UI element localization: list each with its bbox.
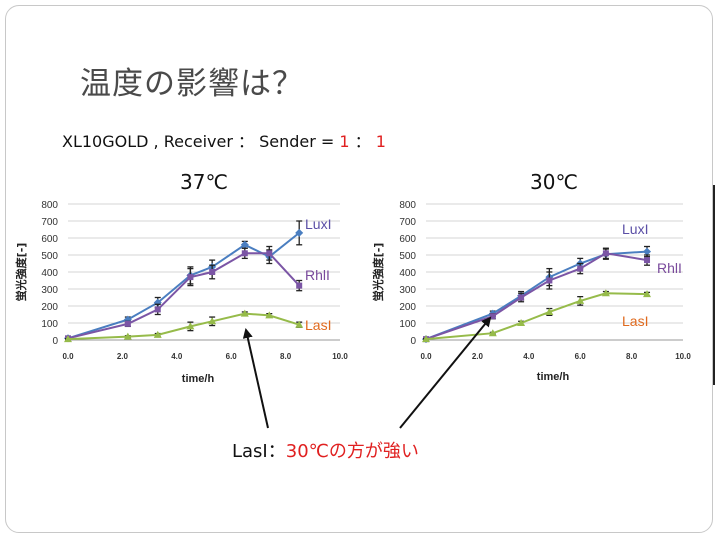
x-axis-label: time/h (182, 373, 215, 385)
chart-30c: 0 100 200 300 400 500 600 700 800 0.0 2.0 4.0 6.0 8.0… (371, 200, 691, 383)
y-tick-label: 800 (399, 200, 416, 211)
annotation-arrow-37c (242, 328, 269, 429)
ratio-receiver: 1 (339, 132, 350, 151)
data-point (123, 332, 132, 340)
y-tick-label: 100 (399, 319, 416, 330)
chart-37c: 0 100 200 300 400 500 600 700 800 0.0 2.0 4.0 6.0 8.0… (14, 200, 348, 385)
series-label-luxi: LuxI (622, 221, 648, 237)
series-label-rhli: RhlI (657, 260, 682, 276)
x-tick-label: 10.0 (332, 352, 348, 361)
slide-frame (5, 5, 713, 533)
data-point (602, 250, 609, 257)
series-line-luxi (67, 232, 300, 340)
series-label-luxi: LuxI (305, 216, 331, 232)
temperature-label-30: 30℃ (530, 170, 578, 194)
series-label-rhli: RhlI (305, 267, 330, 283)
experiment-condition: XL10GOLD , Receiver ： Sender = 1 ： 1 (62, 128, 386, 152)
data-point (240, 240, 249, 249)
y-tick-label: 200 (41, 302, 58, 313)
y-tick-label: 700 (41, 217, 58, 228)
slide-edge-bar (713, 185, 715, 385)
annotation-arrow-30c (399, 316, 492, 429)
data-point (266, 250, 273, 257)
data-point (124, 320, 131, 327)
series-line-rhli (67, 252, 300, 340)
x-tick-label: 4.0 (523, 352, 535, 361)
data-point (577, 265, 584, 272)
data-point (545, 307, 554, 315)
y-tick-label: 400 (399, 268, 416, 279)
y-tick-label: 500 (41, 251, 58, 262)
y-tick-label: 200 (399, 302, 416, 313)
series-line-lasi (67, 312, 300, 341)
data-point (241, 250, 248, 257)
y-tick-label: 300 (399, 285, 416, 296)
x-tick-label: 10.0 (675, 352, 691, 361)
data-point (64, 335, 72, 343)
data-point (187, 274, 194, 281)
data-point (154, 306, 161, 313)
y-tick-label: 800 (41, 200, 58, 211)
x-tick-label: 6.0 (575, 352, 587, 361)
x-tick-label: 4.0 (171, 352, 183, 361)
y-tick-label: 100 (41, 319, 58, 330)
data-point (643, 290, 652, 298)
x-tick-label: 0.0 (62, 352, 74, 361)
condition-prefix: XL10GOLD , Receiver ： Sender = (62, 132, 340, 151)
data-point (488, 329, 497, 337)
data-point (546, 277, 553, 284)
x-tick-label: 6.0 (226, 352, 238, 361)
data-point (153, 330, 162, 338)
data-point (295, 228, 304, 237)
data-point (186, 322, 195, 330)
series-label-lasi: LasI (622, 313, 648, 329)
series-line-luxi (425, 250, 648, 341)
x-tick-label: 0.0 (420, 352, 432, 361)
ratio-sender: 1 (375, 132, 386, 151)
note-emphasis: 30℃の方が強い (285, 441, 419, 462)
y-tick-label: 300 (41, 285, 58, 296)
data-point (518, 294, 525, 301)
data-point (601, 289, 610, 297)
data-point (295, 320, 304, 328)
y-tick-label: 500 (399, 251, 416, 262)
data-point (644, 257, 651, 264)
x-axis-label: time/h (537, 371, 570, 383)
series-line-lasi (425, 292, 648, 341)
x-tick-label: 2.0 (472, 352, 484, 361)
data-point (240, 309, 249, 317)
data-point (422, 335, 430, 343)
data-point (208, 317, 217, 325)
conclusion-note: LasI：30℃の方が強い (232, 437, 419, 463)
x-tick-label: 8.0 (626, 352, 638, 361)
y-axis-label: 蛍光強度[-] (14, 243, 28, 302)
y-tick-label: 0 (52, 336, 58, 347)
note-label: LasI： (232, 441, 286, 462)
series-label-lasi: LasI (305, 317, 331, 333)
data-point (517, 319, 526, 326)
x-tick-label: 8.0 (280, 352, 292, 361)
slide-title: 温度の影響は？ (80, 66, 304, 102)
y-tick-label: 600 (399, 234, 416, 245)
y-tick-label: 0 (410, 336, 416, 347)
data-point (576, 296, 585, 304)
data-point (209, 269, 216, 275)
data-point (643, 247, 652, 256)
y-tick-label: 700 (399, 217, 416, 228)
data-point (296, 282, 303, 289)
y-tick-label: 600 (41, 234, 58, 245)
ratio-separator: ： (349, 132, 376, 151)
temperature-label-37: 37℃ (180, 170, 228, 194)
x-tick-label: 2.0 (117, 352, 129, 361)
data-point (265, 311, 274, 319)
y-tick-label: 400 (41, 268, 58, 279)
y-axis-label: 蛍光強度[-] (371, 243, 385, 302)
data-point (489, 313, 496, 320)
